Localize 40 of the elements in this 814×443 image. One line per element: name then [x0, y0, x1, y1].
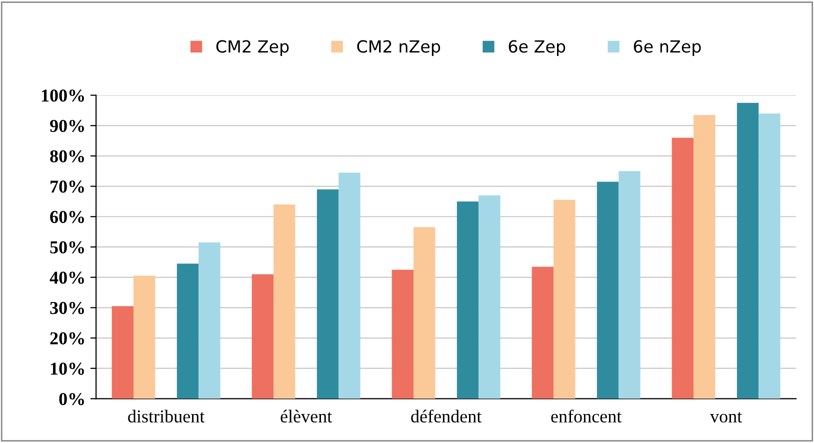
y-tick-label: 80%: [50, 150, 84, 162]
y-tick-label: 40%: [50, 272, 84, 284]
legend-label: CM2 nZep: [357, 40, 440, 56]
bar: [758, 113, 780, 399]
bar: [414, 227, 436, 399]
bar: [456, 201, 479, 399]
y-tick-label: 100%: [42, 90, 84, 102]
bar: [554, 200, 576, 399]
legend-label: CM2 Zep: [216, 40, 289, 56]
x-tick-label: défendent: [411, 410, 482, 423]
x-tick-label: vont: [710, 412, 742, 423]
bar: [338, 172, 360, 399]
x-tick-label: élèvent: [280, 410, 332, 423]
bar: [532, 266, 554, 399]
y-tick-label: 70%: [50, 180, 84, 193]
bar: [736, 102, 759, 399]
bar: [198, 242, 220, 399]
y-tick-label: 50%: [50, 241, 84, 254]
bar: [672, 138, 694, 399]
bar: [176, 264, 199, 399]
bar: [252, 274, 274, 399]
bar: [596, 182, 619, 399]
legend-label: 6e nZep: [634, 40, 701, 56]
bar: [316, 189, 339, 399]
bar: [134, 276, 156, 399]
y-tick-label: 20%: [50, 332, 84, 345]
legend-label: 6e Zep: [508, 40, 566, 56]
y-tick-label: 0%: [59, 392, 84, 406]
y-tick-label: 60%: [50, 210, 84, 224]
x-tick-label: enfoncent: [551, 410, 622, 423]
y-tick-label: 10%: [50, 362, 84, 375]
y-tick-label: 90%: [50, 120, 84, 132]
x-tick-label: distribuent: [128, 410, 205, 423]
bar: [112, 306, 134, 399]
bar: [392, 270, 414, 399]
bar: [618, 171, 640, 399]
bar: [274, 204, 296, 399]
bar: [694, 114, 716, 399]
bar: [478, 195, 500, 399]
y-tick-label: 30%: [50, 302, 84, 314]
